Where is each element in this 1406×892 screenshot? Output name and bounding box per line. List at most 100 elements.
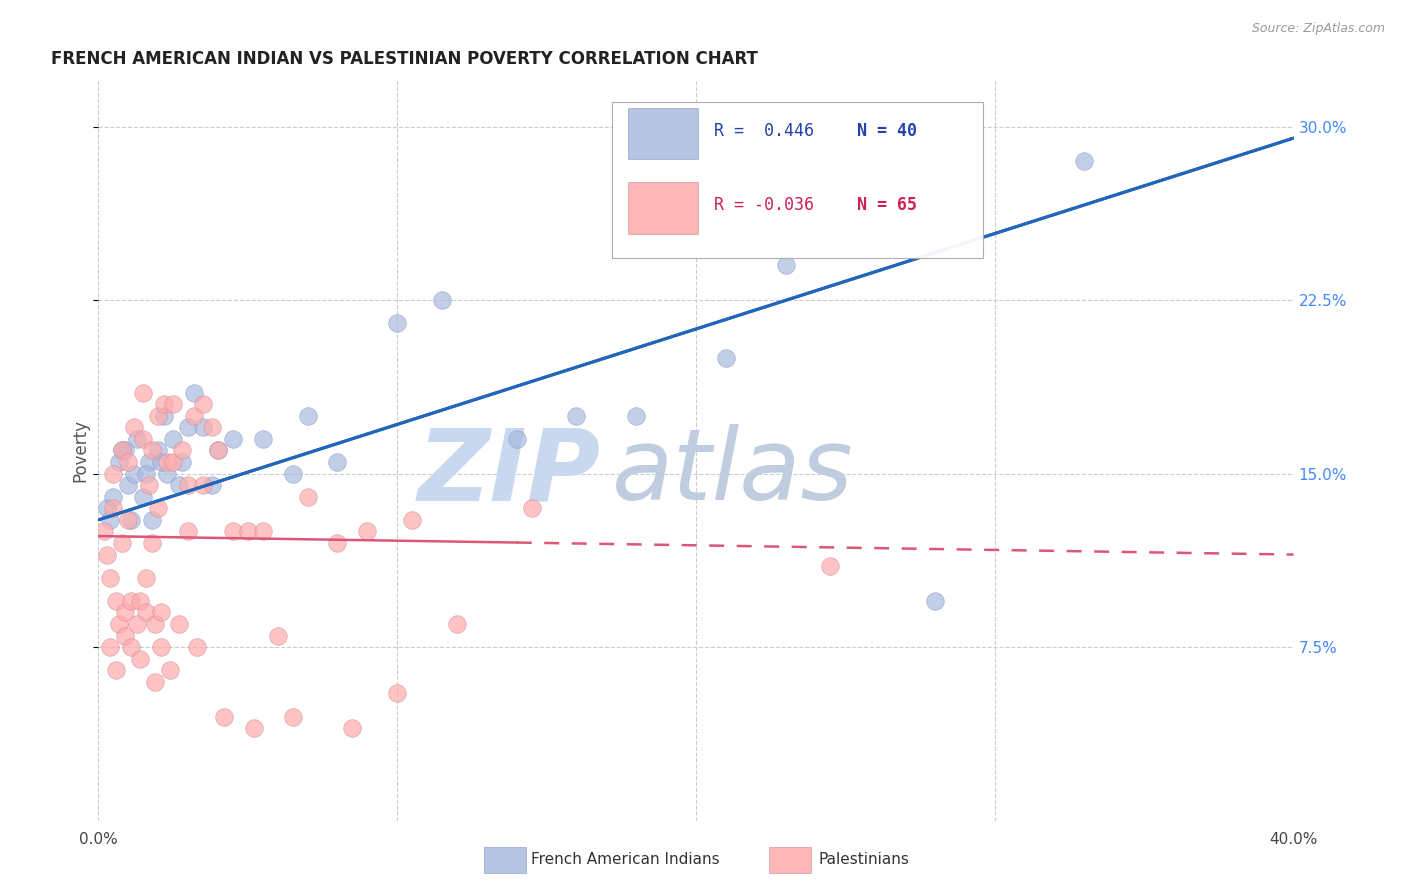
Point bbox=[103, 501, 125, 516]
Point bbox=[135, 606, 157, 620]
Point bbox=[385, 316, 409, 330]
Point bbox=[252, 524, 274, 539]
Point bbox=[135, 571, 157, 585]
Point bbox=[103, 467, 125, 481]
Text: atlas: atlas bbox=[613, 425, 853, 521]
Point bbox=[153, 397, 176, 411]
Point bbox=[150, 640, 173, 654]
FancyBboxPatch shape bbox=[628, 183, 699, 234]
Point bbox=[207, 443, 229, 458]
Text: ZIP: ZIP bbox=[418, 425, 600, 521]
Point bbox=[127, 617, 149, 632]
Point bbox=[159, 663, 181, 677]
Point bbox=[153, 409, 176, 423]
Point bbox=[132, 432, 155, 446]
Point bbox=[177, 420, 200, 434]
Point bbox=[385, 686, 409, 700]
Point bbox=[96, 548, 118, 562]
Point bbox=[98, 640, 122, 654]
Point bbox=[156, 467, 179, 481]
Point bbox=[120, 594, 142, 608]
Point bbox=[98, 513, 122, 527]
Point bbox=[129, 594, 152, 608]
Point bbox=[143, 674, 166, 689]
Point bbox=[626, 409, 648, 423]
Point bbox=[132, 385, 155, 400]
Point bbox=[114, 443, 136, 458]
Point bbox=[297, 409, 319, 423]
Point bbox=[150, 455, 173, 469]
Text: R = -0.036: R = -0.036 bbox=[714, 195, 814, 214]
Point bbox=[132, 490, 155, 504]
Point bbox=[124, 467, 146, 481]
Point bbox=[326, 455, 349, 469]
Point bbox=[172, 455, 194, 469]
Point bbox=[183, 385, 205, 400]
Point bbox=[148, 409, 170, 423]
Point bbox=[520, 501, 543, 516]
Point bbox=[108, 617, 131, 632]
Point bbox=[150, 606, 173, 620]
FancyBboxPatch shape bbox=[613, 103, 983, 258]
Point bbox=[924, 594, 946, 608]
Point bbox=[127, 432, 149, 446]
Point bbox=[117, 478, 139, 492]
Text: N = 40: N = 40 bbox=[858, 121, 917, 140]
Point bbox=[162, 397, 184, 411]
Point bbox=[183, 409, 205, 423]
Point bbox=[186, 640, 208, 654]
Point bbox=[207, 443, 229, 458]
Point bbox=[401, 513, 423, 527]
Point bbox=[111, 443, 134, 458]
Point bbox=[167, 478, 190, 492]
Text: N = 65: N = 65 bbox=[858, 195, 917, 214]
Point bbox=[714, 351, 737, 365]
Point bbox=[156, 455, 179, 469]
Point bbox=[222, 524, 245, 539]
Point bbox=[96, 501, 118, 516]
Point bbox=[267, 628, 290, 642]
Point bbox=[430, 293, 453, 307]
Point bbox=[138, 455, 160, 469]
Point bbox=[342, 721, 364, 735]
Point bbox=[356, 524, 378, 539]
Point bbox=[141, 443, 163, 458]
Point bbox=[141, 536, 163, 550]
Point bbox=[120, 640, 142, 654]
Point bbox=[506, 432, 529, 446]
Point bbox=[103, 490, 125, 504]
Point bbox=[446, 617, 468, 632]
Point bbox=[143, 617, 166, 632]
Point bbox=[243, 721, 266, 735]
Point bbox=[201, 420, 224, 434]
Point bbox=[162, 455, 184, 469]
Point bbox=[98, 571, 122, 585]
Point bbox=[281, 467, 304, 481]
Point bbox=[93, 524, 115, 539]
Point bbox=[108, 455, 131, 469]
Point bbox=[124, 420, 146, 434]
Point bbox=[177, 524, 200, 539]
Point bbox=[281, 709, 304, 723]
Text: R =  0.446: R = 0.446 bbox=[714, 121, 814, 140]
Point bbox=[162, 432, 184, 446]
Point bbox=[114, 628, 136, 642]
Point bbox=[236, 524, 259, 539]
Point bbox=[326, 536, 349, 550]
Text: Palestinians: Palestinians bbox=[818, 853, 910, 867]
Point bbox=[148, 443, 170, 458]
Point bbox=[167, 617, 190, 632]
Y-axis label: Poverty: Poverty bbox=[72, 419, 90, 482]
Point bbox=[297, 490, 319, 504]
Point bbox=[201, 478, 224, 492]
Text: FRENCH AMERICAN INDIAN VS PALESTINIAN POVERTY CORRELATION CHART: FRENCH AMERICAN INDIAN VS PALESTINIAN PO… bbox=[51, 50, 758, 68]
Point bbox=[775, 259, 797, 273]
Point bbox=[177, 478, 200, 492]
Point bbox=[141, 513, 163, 527]
Point bbox=[191, 397, 214, 411]
Point bbox=[129, 651, 152, 665]
Point bbox=[117, 513, 139, 527]
Point bbox=[111, 443, 134, 458]
Point bbox=[114, 606, 136, 620]
Point bbox=[191, 478, 214, 492]
